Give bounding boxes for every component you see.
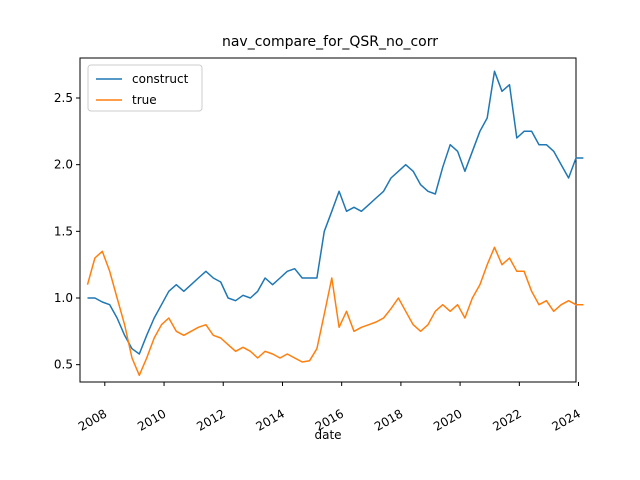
x-tick-label: 2008 [76,406,109,433]
series-line-true [86,246,584,377]
x-axis-label: date [314,428,341,442]
legend-label: true [132,93,157,107]
x-tick-label: 2010 [135,406,168,433]
y-tick-label: 2.5 [54,91,73,105]
y-tick-label: 2.0 [54,158,73,172]
x-tick-label: 2012 [194,406,227,433]
x-tick-label: 2018 [372,406,405,433]
x-tick-label: 2014 [254,406,287,433]
x-axis: 2008 2010 2012 2014 2016 2018 2020 2022 2024 [76,382,583,434]
legend: construct true [87,64,203,112]
y-axis: 0.5 1.0 1.5 2.0 2.5 [54,91,80,372]
series-line-construct [87,70,584,355]
x-tick-label: 2020 [431,406,464,433]
chart-title: nav_compare_for_QSR_no_corr [222,34,438,50]
y-tick-label: 1.0 [54,291,73,305]
legend-label: construct [132,72,189,86]
y-tick-label: 0.5 [54,358,73,372]
series-layer [86,70,584,377]
plot-frame [79,57,577,383]
x-tick-label: 2022 [490,406,523,433]
x-tick-label: 2024 [550,406,583,433]
y-tick-label: 1.5 [54,224,73,238]
